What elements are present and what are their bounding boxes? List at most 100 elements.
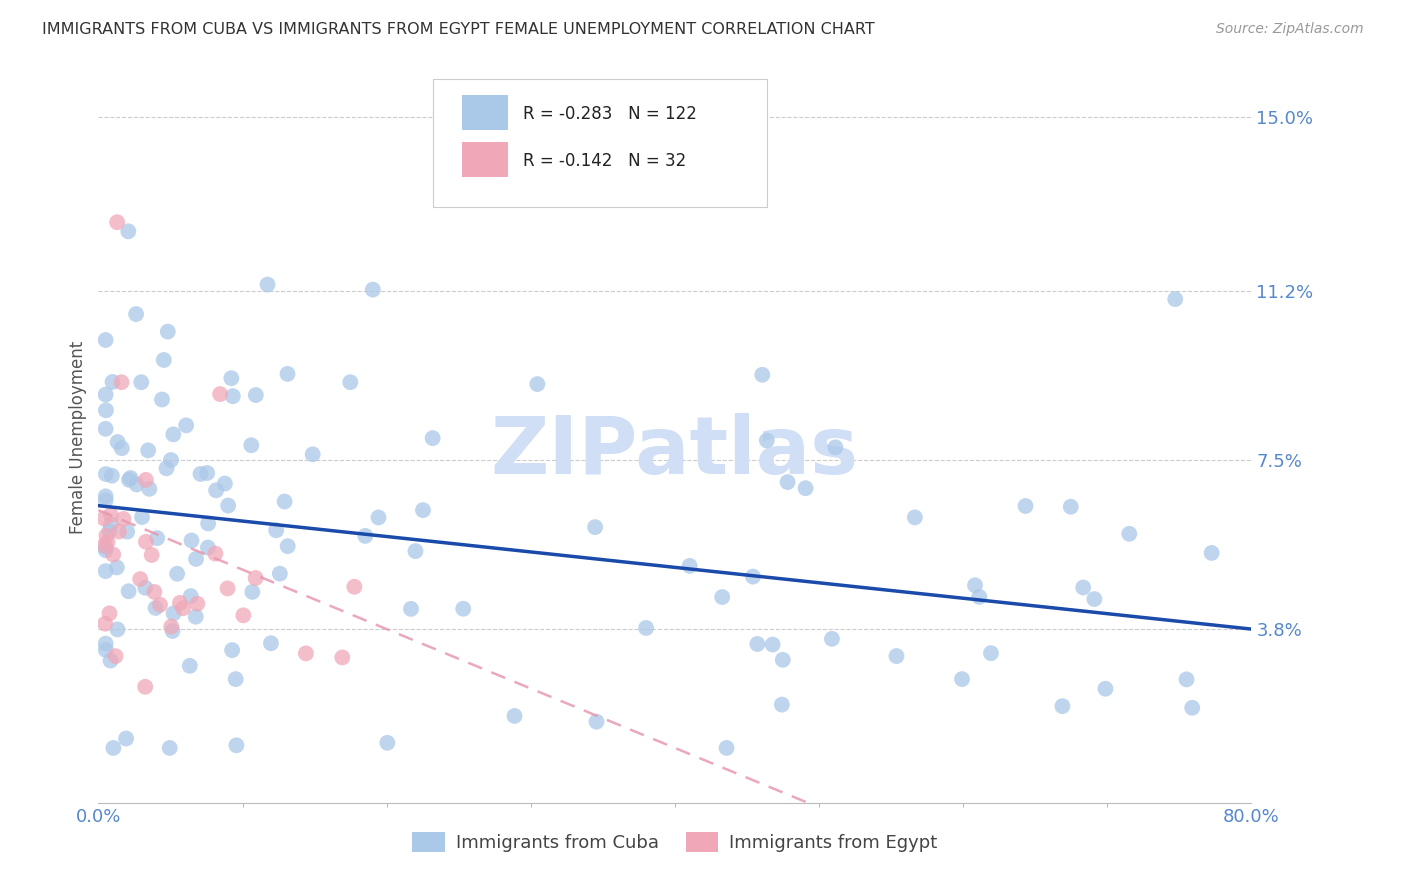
Point bbox=[125, 307, 148, 321]
Point bbox=[105, 560, 128, 574]
Point bbox=[138, 482, 160, 496]
Point bbox=[742, 569, 765, 583]
Text: R = -0.283   N = 122: R = -0.283 N = 122 bbox=[523, 104, 696, 123]
Point bbox=[904, 510, 927, 524]
Point bbox=[232, 608, 254, 623]
Point bbox=[93, 538, 115, 552]
Y-axis label: Female Unemployment: Female Unemployment bbox=[69, 341, 87, 533]
Point bbox=[969, 590, 991, 604]
Point bbox=[747, 637, 769, 651]
Point bbox=[141, 548, 163, 562]
Point bbox=[166, 566, 188, 581]
Point bbox=[94, 564, 117, 578]
Legend: Immigrants from Cuba, Immigrants from Egypt: Immigrants from Cuba, Immigrants from Eg… bbox=[405, 824, 945, 860]
Point bbox=[180, 533, 202, 548]
Text: IMMIGRANTS FROM CUBA VS IMMIGRANTS FROM EGYPT FEMALE UNEMPLOYMENT CORRELATION CH: IMMIGRANTS FROM CUBA VS IMMIGRANTS FROM … bbox=[42, 22, 875, 37]
Point bbox=[1164, 292, 1187, 306]
Point bbox=[94, 489, 117, 503]
Point bbox=[103, 740, 125, 755]
Point bbox=[354, 529, 377, 543]
Bar bbox=[461, 143, 508, 178]
Point bbox=[276, 367, 298, 381]
Point bbox=[636, 621, 658, 635]
Point bbox=[755, 434, 778, 448]
Point bbox=[240, 585, 263, 599]
Point bbox=[107, 623, 129, 637]
Point bbox=[96, 528, 118, 542]
Point bbox=[240, 438, 263, 452]
Point bbox=[1060, 500, 1083, 514]
Point bbox=[361, 283, 384, 297]
Point bbox=[135, 473, 157, 487]
Point bbox=[162, 624, 184, 638]
Point bbox=[184, 552, 207, 566]
Point bbox=[1014, 499, 1036, 513]
Point bbox=[160, 453, 183, 467]
Point bbox=[190, 467, 212, 481]
Point bbox=[794, 481, 817, 495]
Point bbox=[205, 483, 228, 498]
Point bbox=[583, 520, 606, 534]
Point bbox=[221, 371, 243, 385]
Point bbox=[117, 584, 139, 599]
Point bbox=[115, 731, 138, 746]
Point bbox=[256, 277, 278, 292]
Point bbox=[180, 589, 202, 603]
Point bbox=[405, 544, 427, 558]
Point bbox=[150, 392, 173, 407]
Point bbox=[503, 709, 526, 723]
Point bbox=[172, 601, 194, 615]
Point bbox=[110, 376, 132, 390]
Point bbox=[367, 510, 389, 524]
Point bbox=[98, 524, 121, 539]
Point bbox=[101, 375, 124, 389]
Point bbox=[451, 601, 474, 615]
Point bbox=[1071, 581, 1094, 595]
Point bbox=[146, 531, 169, 545]
Point bbox=[225, 672, 247, 686]
Point bbox=[94, 643, 117, 657]
Point bbox=[751, 368, 773, 382]
Text: R = -0.142   N = 32: R = -0.142 N = 32 bbox=[523, 153, 686, 170]
Point bbox=[412, 503, 434, 517]
Text: Source: ZipAtlas.com: Source: ZipAtlas.com bbox=[1216, 22, 1364, 37]
Point bbox=[117, 224, 139, 238]
Point bbox=[120, 471, 142, 485]
Point bbox=[98, 607, 121, 621]
Point bbox=[159, 740, 181, 755]
Point bbox=[129, 375, 152, 389]
Point bbox=[772, 653, 794, 667]
Point bbox=[222, 389, 245, 403]
Point bbox=[1201, 546, 1223, 560]
Point bbox=[108, 524, 131, 539]
Point bbox=[301, 447, 323, 461]
Point bbox=[94, 467, 117, 481]
Point bbox=[526, 377, 548, 392]
Point bbox=[94, 493, 117, 508]
Point bbox=[162, 607, 184, 621]
Point bbox=[1181, 700, 1204, 714]
Point bbox=[399, 602, 422, 616]
Point bbox=[273, 494, 295, 508]
Point bbox=[135, 534, 157, 549]
Point bbox=[103, 548, 125, 562]
Point bbox=[295, 646, 318, 660]
Point bbox=[145, 601, 167, 615]
Point bbox=[217, 582, 239, 596]
Point bbox=[131, 510, 153, 524]
Point bbox=[1118, 526, 1140, 541]
Point bbox=[1094, 681, 1116, 696]
Point bbox=[118, 473, 141, 487]
Point bbox=[217, 499, 239, 513]
Point bbox=[330, 650, 353, 665]
Point bbox=[94, 616, 117, 631]
Point bbox=[93, 511, 115, 525]
Point bbox=[209, 387, 232, 401]
Point bbox=[245, 571, 267, 585]
Point bbox=[100, 508, 122, 522]
Point bbox=[950, 672, 973, 686]
Point bbox=[94, 543, 117, 558]
Point bbox=[225, 739, 247, 753]
Point bbox=[155, 461, 177, 475]
Point bbox=[107, 435, 129, 450]
